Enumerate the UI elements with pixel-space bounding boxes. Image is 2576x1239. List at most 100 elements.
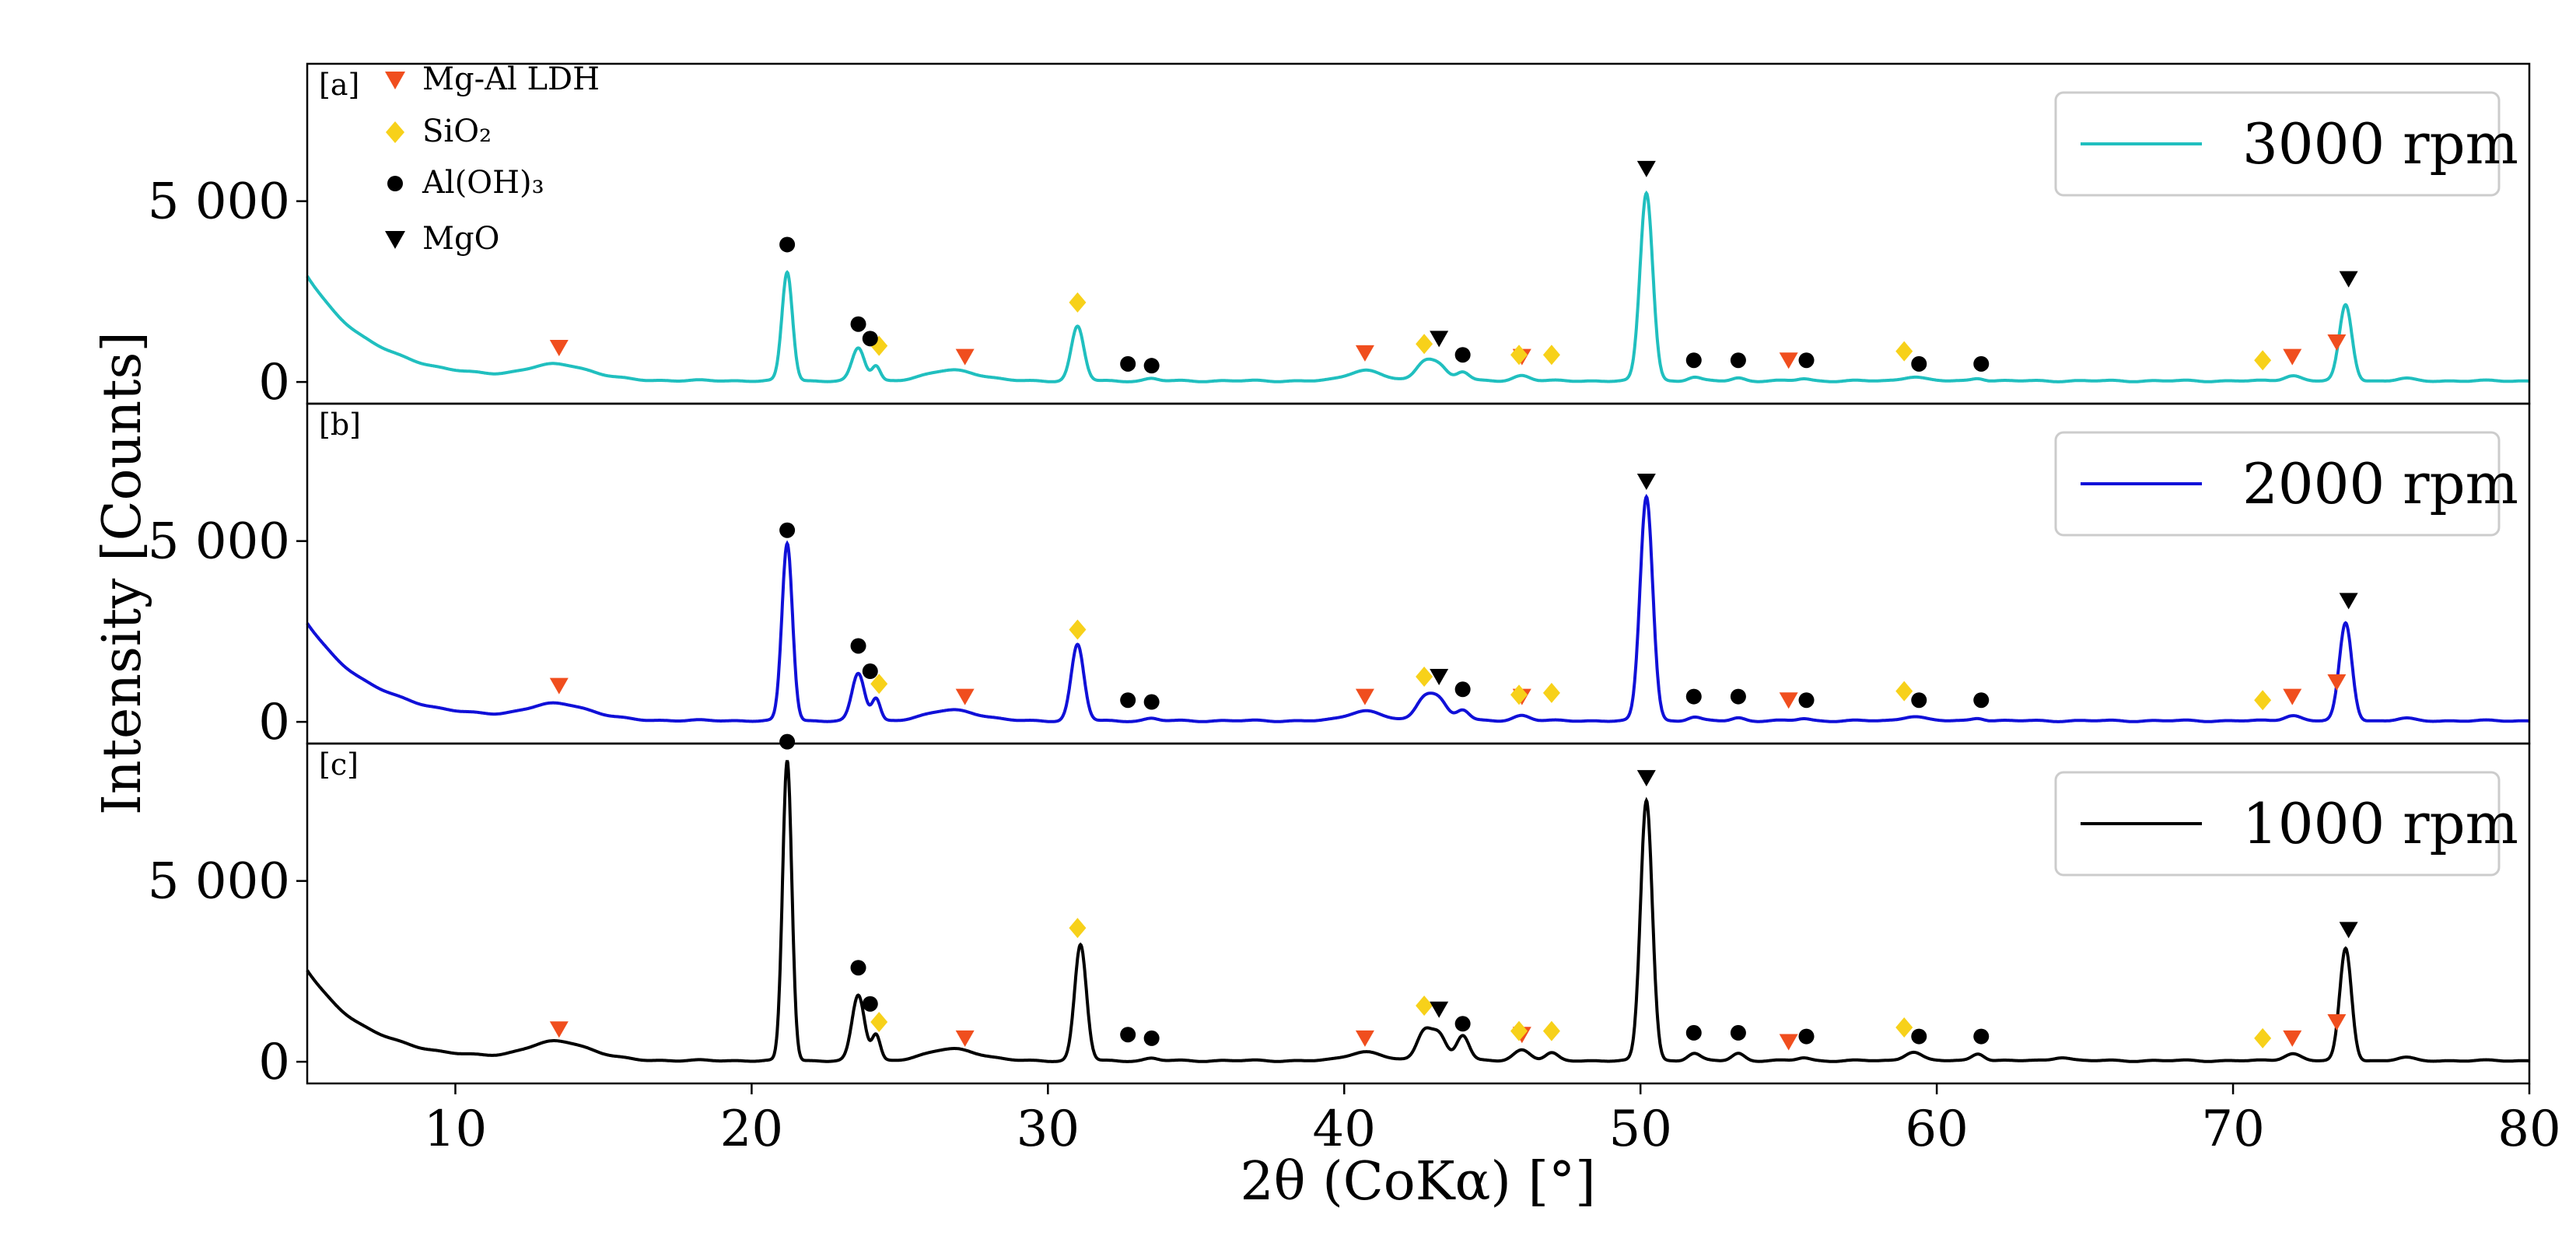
legend-marker-sio2 [386, 121, 404, 143]
marker-aloh3 [1685, 688, 1702, 705]
x-tick-label: 30 [1017, 1101, 1080, 1158]
marker-aloh3 [862, 996, 878, 1012]
marker-aloh3 [1973, 692, 1990, 709]
marker-ldh [955, 348, 975, 366]
marker-ldh [955, 1030, 975, 1047]
marker-ldh [2283, 1030, 2302, 1047]
marker-sio2 [2254, 1027, 2272, 1048]
x-axis-label: 2θ (CoKα) [°] [1240, 1151, 1595, 1213]
marker-ldh [1779, 692, 1798, 709]
marker-sio2 [1895, 681, 1913, 702]
marker-aloh3 [779, 733, 796, 750]
marker-sio2 [1895, 341, 1913, 362]
marker-aloh3 [1143, 358, 1160, 374]
legend-label: 2000 rpm [2242, 451, 2518, 516]
marker-sio2 [1895, 1017, 1913, 1038]
y-tick-label: 0 [258, 1034, 290, 1091]
marker-aloh3 [1730, 688, 1746, 705]
marker-aloh3 [1798, 352, 1815, 369]
marker-mgo [1430, 668, 1449, 685]
marker-ldh [955, 688, 975, 705]
series-line-2 [306, 493, 2529, 723]
marker-ldh [2327, 674, 2347, 691]
marker-aloh3 [1911, 692, 1927, 709]
marker-ldh [1355, 345, 1374, 362]
x-tick-label: 80 [2497, 1101, 2560, 1158]
marker-aloh3 [1798, 692, 1815, 709]
marker-ldh [549, 1021, 569, 1038]
marker-aloh3 [1798, 1028, 1815, 1045]
marker-sio2 [1069, 619, 1087, 640]
marker-sio2 [1510, 1020, 1528, 1041]
marker-aloh3 [779, 236, 796, 253]
marker-aloh3 [1120, 355, 1136, 372]
panel-tag: [b] [319, 408, 361, 442]
legend-label: 3000 rpm [2242, 111, 2518, 177]
legend-marker-label: SiO₂ [422, 114, 492, 149]
y-tick-label: 5 000 [148, 513, 290, 571]
legend-box [2054, 91, 2501, 197]
y-tick-label: 0 [258, 694, 290, 751]
marker-mgo [1430, 331, 1449, 348]
x-tick-label: 50 [1608, 1101, 1671, 1158]
marker-mgo [2339, 593, 2358, 610]
marker-aloh3 [1685, 1024, 1702, 1041]
marker-aloh3 [1911, 355, 1927, 372]
legend-marker-label: Mg-Al LDH [422, 61, 600, 97]
x-tick-label: 20 [720, 1101, 783, 1158]
marker-sio2 [1542, 1020, 1560, 1041]
marker-aloh3 [1120, 692, 1136, 709]
marker-sio2 [1416, 666, 1433, 687]
marker-sio2 [1416, 334, 1433, 355]
legend-marker-label: Al(OH)₃ [422, 165, 544, 201]
marker-sio2 [1069, 918, 1087, 939]
marker-aloh3 [1454, 1016, 1471, 1032]
marker-aloh3 [850, 638, 866, 654]
legend-marker-mgo [385, 231, 405, 249]
marker-mgo [1636, 160, 1656, 177]
x-tick-label: 70 [2201, 1101, 2264, 1158]
legend-label: 1000 rpm [2242, 791, 2518, 856]
marker-mgo [2339, 922, 2358, 939]
legend-box [2054, 431, 2501, 537]
marker-aloh3 [1973, 1028, 1990, 1045]
series-line-1 [306, 190, 2529, 383]
marker-ldh [549, 339, 569, 356]
marker-aloh3 [1730, 352, 1746, 369]
series-line-3 [306, 760, 2529, 1063]
marker-ldh [2327, 1013, 2347, 1031]
marker-sio2 [1542, 345, 1560, 366]
marker-ldh [2283, 348, 2302, 366]
x-tick-label: 40 [1313, 1101, 1376, 1158]
marker-aloh3 [850, 316, 866, 332]
marker-sio2 [870, 674, 888, 695]
marker-aloh3 [850, 960, 866, 976]
marker-sio2 [1069, 292, 1087, 313]
marker-ldh [1779, 1034, 1798, 1051]
marker-aloh3 [1730, 1024, 1746, 1041]
marker-mgo [1636, 770, 1656, 787]
x-tick-label: 10 [424, 1101, 487, 1158]
marker-ldh [549, 677, 569, 695]
marker-aloh3 [1454, 347, 1471, 363]
marker-sio2 [1416, 996, 1433, 1017]
panel-tag: [a] [319, 68, 359, 102]
marker-aloh3 [779, 522, 796, 538]
marker-sio2 [1510, 684, 1528, 705]
marker-aloh3 [862, 331, 878, 347]
marker-sio2 [2254, 350, 2272, 371]
panel-frame [306, 742, 2531, 1085]
marker-sio2 [2254, 690, 2272, 711]
marker-ldh [2327, 334, 2347, 351]
marker-sio2 [1510, 345, 1528, 366]
marker-mgo [1430, 1001, 1449, 1018]
y-tick-label: 5 000 [148, 853, 290, 911]
marker-ldh [1779, 352, 1798, 369]
y-tick-label: 0 [258, 354, 290, 411]
marker-aloh3 [1454, 681, 1471, 698]
y-tick-label: 5 000 [148, 173, 290, 231]
legend-box [2054, 771, 2501, 877]
marker-ldh [1355, 688, 1374, 705]
